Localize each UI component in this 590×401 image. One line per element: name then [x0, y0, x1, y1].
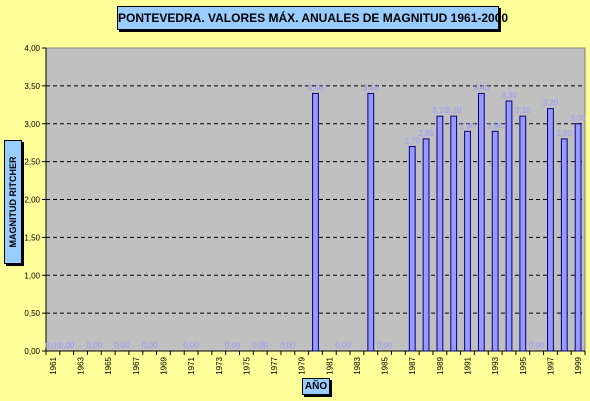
bar [491, 130, 499, 352]
bar [422, 138, 430, 352]
y-tick-label: 1,50 [24, 233, 40, 242]
bar [450, 115, 458, 352]
bar [477, 92, 485, 352]
x-tick-label: 1987 [408, 356, 417, 374]
x-tick-label: 1985 [381, 356, 390, 374]
data-label: 0,00 [45, 341, 61, 350]
y-tick-label: 0,50 [24, 309, 40, 318]
bar [560, 138, 568, 352]
data-label: 0,00 [335, 341, 351, 350]
x-tick-label: 1971 [187, 356, 196, 374]
x-tick-label: 1999 [574, 356, 583, 374]
data-label: 3,10 [515, 106, 531, 115]
bar [408, 145, 416, 352]
x-tick-label: 1983 [353, 356, 362, 374]
bar [547, 108, 554, 352]
y-tick-label: 1,00 [24, 271, 40, 280]
x-tick-label: 1997 [546, 356, 555, 374]
bar [574, 123, 582, 352]
data-label: 3,40 [363, 83, 379, 92]
x-tick-label: 1965 [104, 356, 113, 374]
x-tick-label: 1993 [491, 356, 500, 374]
data-label: 3,30 [501, 91, 517, 100]
data-label: 0,00 [280, 341, 296, 350]
data-label: 0,00 [183, 341, 199, 350]
data-label: 2,90 [460, 121, 476, 130]
chart-title: PONTEVEDRA. VALORES MÁX. ANUALES DE MAGN… [117, 6, 508, 30]
data-label: 0,00 [252, 341, 268, 350]
bar [436, 115, 444, 352]
x-tick-label: 1981 [325, 356, 334, 374]
bar [312, 92, 319, 352]
data-label: 2,80 [556, 129, 572, 138]
x-tick-label: 1995 [519, 356, 528, 374]
bar [519, 115, 527, 352]
y-tick-label: 2,50 [24, 158, 40, 167]
data-label: 2,70 [404, 136, 420, 145]
data-label: 2,90 [487, 121, 503, 130]
data-label: 3,10 [446, 106, 462, 115]
data-label: 0,00 [225, 341, 241, 350]
x-tick-label: 1969 [159, 356, 168, 374]
data-label: 0,00 [87, 341, 103, 350]
x-tick-label: 1963 [77, 356, 86, 374]
data-label: 3,40 [474, 83, 490, 92]
data-label: 0,00 [59, 341, 75, 350]
data-label: 3,00 [570, 114, 586, 123]
x-tick-label: 1989 [436, 356, 445, 374]
x-tick-label: 1967 [132, 356, 141, 374]
x-tick-label: 1961 [49, 356, 58, 374]
y-axis-label-box: MAGNITUD RITCHER [4, 140, 22, 264]
x-tick-label: 1977 [270, 356, 279, 374]
data-label: 3,10 [432, 106, 448, 115]
y-tick-label: 0,00 [24, 347, 40, 356]
x-tick-label: 1979 [298, 356, 307, 374]
data-label: 0,00 [377, 341, 393, 350]
bar [505, 100, 513, 352]
data-label: 0,00 [142, 341, 158, 350]
data-label: 0,00 [529, 341, 545, 350]
data-label: 0,00 [114, 341, 130, 350]
y-tick-label: 3,00 [24, 120, 40, 129]
bar [464, 130, 471, 352]
y-tick-label: 3,50 [24, 82, 40, 91]
y-tick-label: 4,00 [24, 44, 40, 53]
bar [367, 92, 375, 352]
x-axis-label: AÑO [302, 378, 330, 395]
data-label: 3,40 [308, 83, 324, 92]
data-label: 2,80 [418, 129, 434, 138]
x-tick-label: 1991 [464, 356, 473, 374]
y-axis-label: MAGNITUD RITCHER [8, 156, 18, 248]
y-tick-label: 2,00 [24, 196, 40, 205]
data-label: 3,20 [543, 99, 559, 108]
x-tick-label: 1973 [215, 356, 224, 374]
x-tick-label: 1975 [242, 356, 251, 374]
